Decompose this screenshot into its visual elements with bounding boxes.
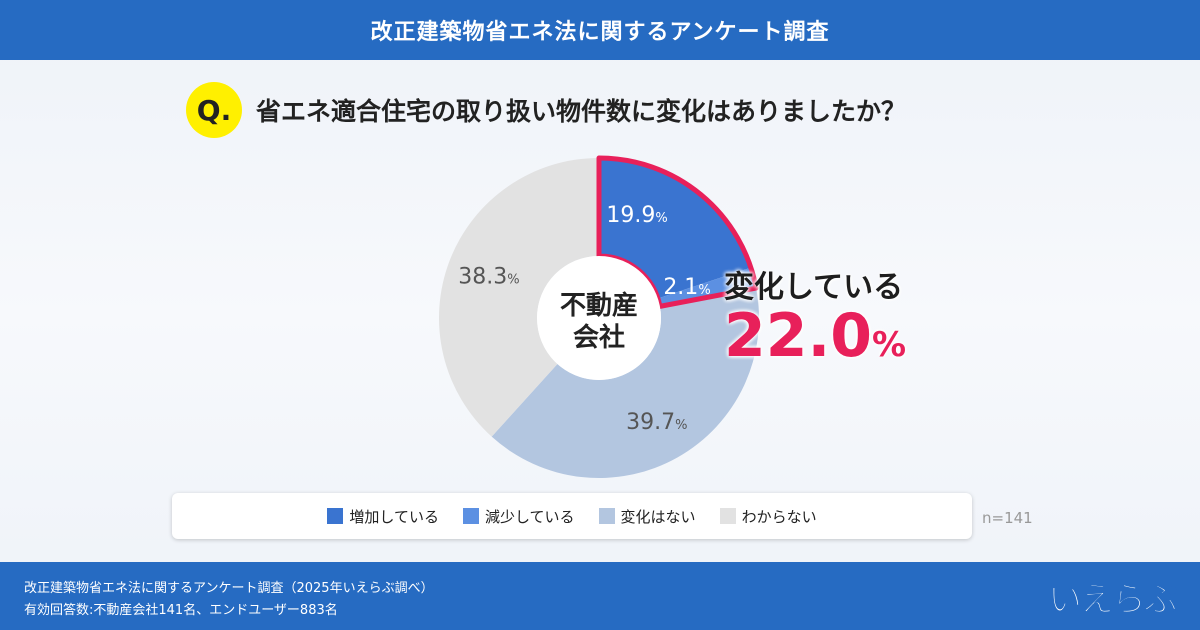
legend-swatch [327,508,344,524]
callout-unit: % [872,325,907,365]
legend-label: 変化はない [620,507,696,526]
data-label-4: 38.3% [458,265,519,290]
ierabu-logo: いえらぶ [1048,579,1179,620]
sample-size: n=141 [982,509,1033,527]
pie-slice-2 [657,267,757,307]
legend-item: 減少している [462,506,575,527]
question-badge: Q. [186,82,242,138]
header-title: 改正建築物省エネ法に関するアンケート調査 [0,0,1200,60]
data-label-3: 39.7% [626,410,687,435]
question: Q. 省エネ適合住宅の取り扱い物件数に変化はありましたか？ [186,82,906,138]
legend-swatch [462,508,479,524]
question-text: 省エネ適合住宅の取り扱い物件数に変化はありましたか？ [256,97,907,126]
pie-slice-4 [438,158,599,437]
pie-slice-3 [491,288,760,479]
highlight-callout: 変化している 22.0% [724,262,906,366]
center-label: 不動産 [560,290,638,321]
callout-label: 変化している [724,270,904,305]
center-label: 会社 [573,322,625,353]
legend: 増加している 減少している 変化はない わからない [172,493,972,539]
data-label-1: 19.9% [606,203,667,228]
legend-swatch [719,508,736,524]
legend-item: 増加している [327,506,439,527]
data-label-2: 2.1% [663,275,710,300]
legend-item: 変化はない [598,506,696,527]
footer: 改正建築物省エネ法に関するアンケート調査（2025年いえらぶ調べ） 有効回答数:… [0,562,1200,630]
legend-label: わからない [741,507,817,526]
legend-label: 減少している [484,507,575,526]
legend-swatch [598,508,615,524]
callout-number: 22.0 [724,301,873,371]
legend-item: わからない [719,506,817,527]
legend-label: 増加している [349,507,439,526]
footer-source: 改正建築物省エネ法に関するアンケート調査（2025年いえらぶ調べ） [24,581,434,596]
footer-respondents: 有効回答数:不動産会社141名、エンドユーザー883名 [24,603,338,618]
donut-center [537,256,661,380]
pie-slice-1 [599,158,751,299]
callout-value: 22.0% [724,306,906,366]
